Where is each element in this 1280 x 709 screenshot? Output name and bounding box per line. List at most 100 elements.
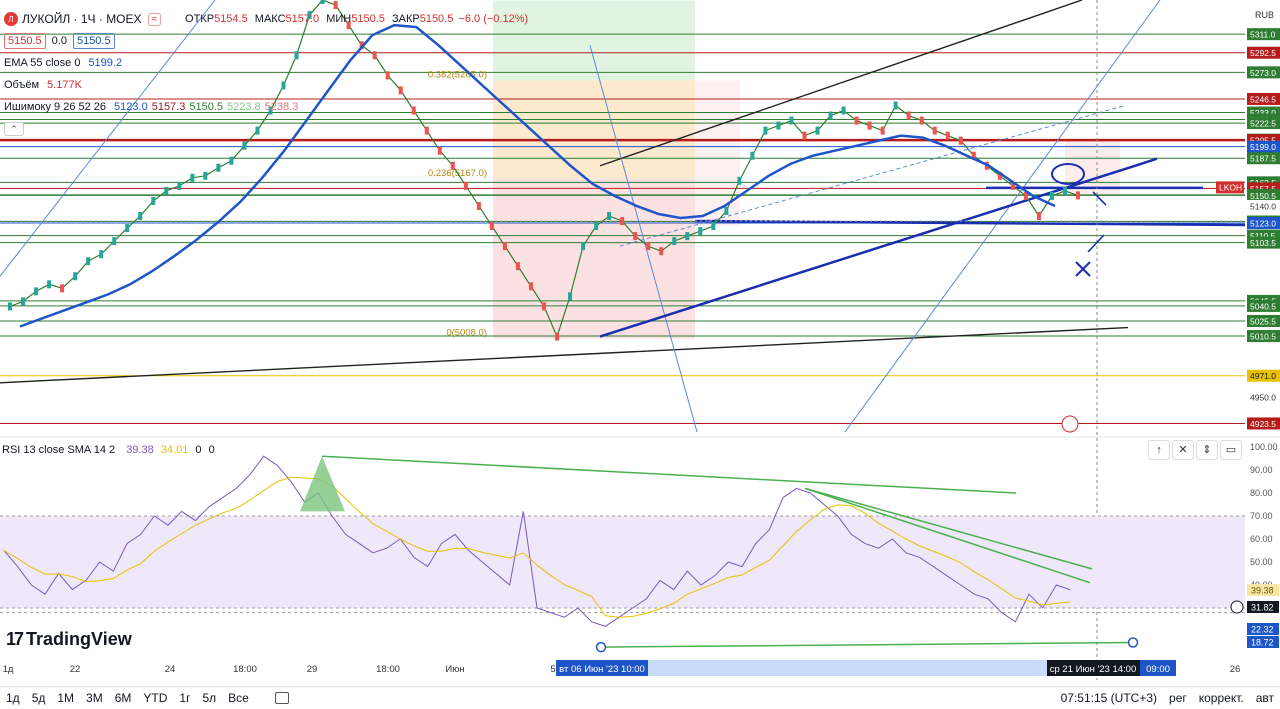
- candle-mark: [424, 126, 429, 135]
- rsi-marker-bg: [1247, 584, 1279, 596]
- range-all[interactable]: Все: [228, 690, 249, 705]
- bid-price[interactable]: 5150.5: [4, 33, 46, 49]
- hand-drawn-circle: [1051, 163, 1085, 185]
- candle-mark: [737, 176, 742, 185]
- time-cursor-left: вт 06 Июн '23 10:00: [559, 664, 645, 675]
- symbol-title[interactable]: ЛУКОЙЛ · 1Ч · MOEX: [22, 12, 142, 26]
- price-axis-label: 5123.0: [1247, 217, 1280, 230]
- bottom-toolbar: 1д 5д 1М 3М 6М YTD 1г 5л Все 07:51:15 (U…: [0, 686, 1280, 708]
- price-axis-label-bg: [1247, 236, 1280, 249]
- rsi-marker-text: 18.72: [1251, 638, 1274, 648]
- price-axis-tick: 5140.0: [1250, 201, 1276, 211]
- ask-price[interactable]: 5150.5: [72, 33, 115, 49]
- rsi-anchor-point: [1127, 637, 1139, 648]
- time-cursor-end-bg: [1140, 660, 1176, 676]
- ichimoku-legend[interactable]: Ишимоку 9 26 52 26 5123.0 5157.3 5150.5 …: [4, 101, 299, 113]
- candle-mark: [34, 287, 39, 296]
- rsi-marker-text: 39.38: [1251, 586, 1274, 596]
- range-5y[interactable]: 5л: [202, 690, 217, 705]
- bid-ask-row: 5150.5 0.0 5150.5: [0, 30, 530, 52]
- candle-mark: [515, 262, 520, 271]
- fib-level-label: 0(5008.0): [446, 328, 487, 339]
- price-axis-tick: 5205.5: [1250, 136, 1276, 146]
- rsi-marker-bg: [1247, 636, 1279, 648]
- candle-mark: [372, 51, 377, 60]
- candle-mark: [815, 126, 820, 135]
- price-axis-tick: 4950.0: [1250, 392, 1276, 402]
- range-1m[interactable]: 1М: [57, 690, 75, 705]
- maximize-pane-icon[interactable]: ▭: [1220, 440, 1242, 460]
- price-axis-label: 4950.0: [1247, 390, 1280, 403]
- price-axis-tick: 4971.0: [1250, 371, 1276, 381]
- price-axis-tick: 5199.0: [1250, 142, 1276, 152]
- price-axis-label-bg: [1247, 117, 1280, 130]
- rsi-axis-marker: 22.32: [1247, 623, 1279, 635]
- move-pane-up-icon[interactable]: ↑: [1148, 440, 1170, 460]
- volume-legend[interactable]: Объём 5.177K: [4, 79, 82, 91]
- navy-horizontal-line: [694, 219, 1246, 227]
- candle-mark: [437, 146, 442, 155]
- range-ytd[interactable]: YTD: [143, 690, 168, 705]
- rsi-support-line: [600, 641, 1134, 648]
- auto-scale-button[interactable]: авт: [1255, 691, 1274, 705]
- rsi-axis-marker: 31.82: [1247, 601, 1279, 613]
- light-blue-trend-line-3: [589, 45, 698, 433]
- price-axis-label-bg: [1247, 217, 1280, 230]
- candle-mark: [164, 186, 169, 195]
- rsi-marker-bg: [1247, 601, 1279, 613]
- price-axis-tick: 5103.5: [1250, 238, 1276, 248]
- time-cursor-left-bg: [556, 660, 648, 676]
- candle-mark: [776, 121, 781, 130]
- candle-mark: [177, 181, 182, 190]
- session-reg[interactable]: рег: [1169, 691, 1187, 705]
- rsi-axis-marker: 18.72: [1247, 636, 1279, 648]
- arrow-up-annotation: [1087, 234, 1105, 253]
- candle-mark: [489, 222, 494, 231]
- candle-mark: [971, 151, 976, 160]
- candle-mark: [1062, 186, 1067, 195]
- price-axis-label: 5246.5: [1247, 92, 1280, 105]
- range-3m[interactable]: 3М: [86, 690, 103, 705]
- candle-mark: [672, 237, 677, 246]
- ema-legend[interactable]: EMA 55 close 0 5199.2: [4, 57, 123, 69]
- price-axis-tick: 5246.5: [1250, 94, 1276, 104]
- change-indicator-icon[interactable]: ≈: [147, 12, 162, 26]
- price-axis-tick: 5233.0: [1250, 108, 1276, 118]
- tradingview-logo[interactable]: 17 TradingView: [6, 629, 132, 649]
- go-to-date-icon[interactable]: [274, 691, 289, 704]
- candle-mark: [685, 232, 690, 241]
- candle-mark: [320, 0, 325, 4]
- candle-mark: [268, 106, 273, 115]
- range-1y[interactable]: 1г: [179, 690, 191, 705]
- candle-mark: [411, 106, 416, 115]
- rsi-axis-tick: 90.00: [1250, 465, 1273, 475]
- bottom-right-controls: 07:51:15 (UTC+3) рег коррект. авт: [1055, 687, 1280, 709]
- time-axis-tick: 1д: [3, 664, 14, 675]
- candle-mark: [8, 302, 12, 311]
- price-axis-label: 5010.5: [1247, 330, 1280, 343]
- last-price-tag: LKOH: [1216, 181, 1244, 194]
- rsi-legend[interactable]: RSI 13 close SMA 14 2 39.38 34.01 0 0: [2, 444, 215, 456]
- price-axis-label-bg: [1247, 330, 1280, 343]
- rsi-band: [0, 516, 1245, 608]
- price-axis-tick: 5123.0: [1250, 219, 1276, 229]
- adjust-button[interactable]: коррект.: [1198, 691, 1244, 705]
- rsi-divergence-line-2: [804, 487, 1093, 570]
- range-6m[interactable]: 6М: [114, 690, 132, 705]
- resize-pane-icon[interactable]: ⇕: [1196, 440, 1218, 460]
- close-pane-icon[interactable]: ✕: [1172, 440, 1194, 460]
- price-axis-tick: 5311.0: [1250, 30, 1276, 40]
- price-axis-label: 5150.5: [1247, 189, 1280, 202]
- price-axis-label-bg: [1247, 46, 1280, 59]
- collapse-legend-button[interactable]: ⌃: [4, 122, 24, 136]
- clock[interactable]: 07:51:15 (UTC+3): [1060, 691, 1158, 705]
- price-axis-label-bg: [1247, 390, 1280, 403]
- candle-mark: [711, 222, 716, 231]
- rsi-divergence-line: [321, 455, 1017, 494]
- fib-level-label: 0.5(5344.5): [438, 0, 487, 1]
- range-5d[interactable]: 5д: [31, 690, 46, 705]
- range-1d[interactable]: 1д: [6, 690, 20, 705]
- price-axis-label: 5025.5: [1247, 314, 1280, 327]
- price-axis-tick: 5222.5: [1250, 119, 1276, 129]
